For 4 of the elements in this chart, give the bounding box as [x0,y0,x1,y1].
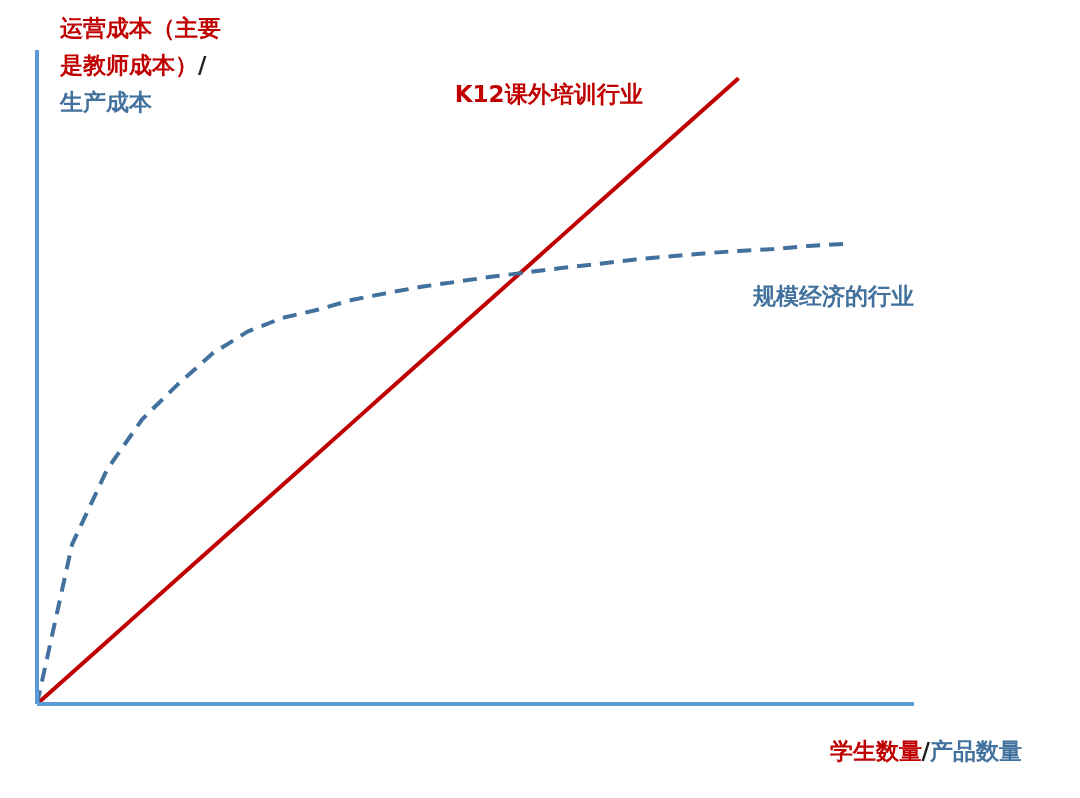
series-label: 规模经济的行业 [752,283,915,310]
series-label: K12课外培训行业 [454,81,643,108]
x-axis-title: 学生数量/产品数量 [829,738,1022,764]
text: 运营成本（主要是教师成本）/生产成本 [60,15,221,115]
